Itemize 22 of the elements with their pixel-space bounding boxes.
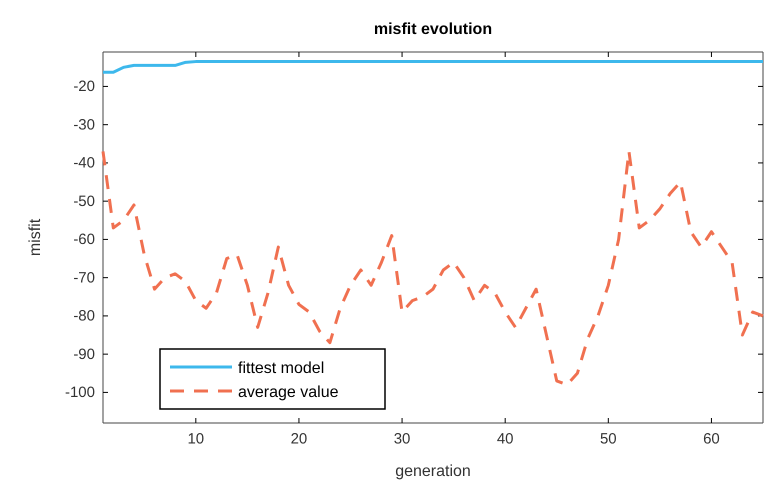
- line-series: [102, 150, 764, 386]
- x-axis-title: generation: [395, 463, 471, 480]
- legend-label: average value: [238, 384, 339, 401]
- y-tick-label: -60: [73, 231, 95, 248]
- y-tick-label: -100: [64, 384, 95, 402]
- y-tick-label: -50: [73, 192, 95, 210]
- x-tick-label: 10: [187, 430, 204, 448]
- y-tick-label: -90: [73, 346, 95, 363]
- y-tick-label: -20: [73, 78, 95, 96]
- y-tick-label: -40: [73, 154, 95, 172]
- y-tick-label: -80: [73, 308, 95, 325]
- x-tick-label: 60: [703, 430, 720, 448]
- y-tick-label: -30: [73, 116, 95, 134]
- legend-label: fittest model: [238, 360, 324, 377]
- x-tick-label: 40: [496, 430, 514, 448]
- line-series: [102, 60, 764, 74]
- chart-title: misfit evolution: [374, 21, 492, 38]
- y-axis-title: misfit: [27, 218, 44, 256]
- x-tick-label: 20: [290, 430, 308, 448]
- x-tick-label: 50: [600, 430, 617, 448]
- x-tick-label: 30: [394, 430, 410, 448]
- y-tick-label: -70: [73, 269, 95, 286]
